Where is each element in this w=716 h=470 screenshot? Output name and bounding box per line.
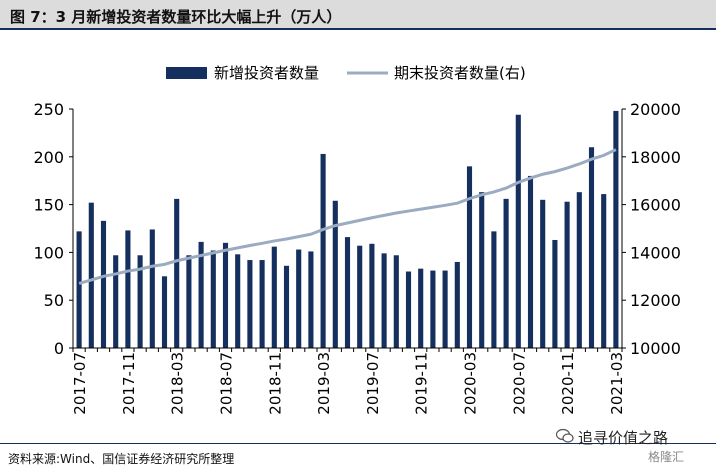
bar-2018-02 xyxy=(161,276,168,348)
right-tick-label: 16000 xyxy=(630,196,681,215)
bar-2019-09 xyxy=(393,255,399,348)
x-tick-label: 2018-11 xyxy=(266,352,284,415)
left-tick-label: 200 xyxy=(33,148,64,167)
bar-2019-06 xyxy=(357,245,363,348)
bar-2017-09 xyxy=(100,220,107,348)
x-tick-label: 2018-07 xyxy=(218,352,236,415)
right-tick-label: 10000 xyxy=(630,339,681,358)
figure-title: 图 7：3 月新增投资者数量环比大幅上升（万人） xyxy=(10,8,342,26)
right-axis-ticks: 10000 12000 14000 16000 18000 20000 xyxy=(622,100,681,358)
bar-2018-05 xyxy=(198,241,204,348)
bar-2020-12 xyxy=(576,192,582,348)
bar-2018-06 xyxy=(210,250,216,348)
source-note: 资料来源:Wind、国信证券经济研究所整理 xyxy=(8,452,235,466)
left-tick-label: 250 xyxy=(33,100,64,119)
bar-2018-08 xyxy=(235,254,241,348)
bar-2019-08 xyxy=(381,253,387,348)
chart-legend: 新增投资者数量 期末投资者数量(右) xyxy=(166,64,526,82)
left-tick-label: 150 xyxy=(33,196,64,215)
chart-axes xyxy=(72,109,623,349)
bar-series xyxy=(76,110,619,349)
left-axis-ticks: 0 50 100 150 200 250 xyxy=(33,100,73,358)
legend-bar-swatch xyxy=(166,67,207,79)
left-tick-label: 100 xyxy=(33,243,64,262)
x-tick-label: 2020-03 xyxy=(462,352,480,415)
bar-2020-11 xyxy=(564,201,570,348)
bar-2020-02 xyxy=(454,261,460,348)
wechat-icon xyxy=(556,428,574,443)
bar-2021-01 xyxy=(588,147,595,348)
x-tick-label: 2017-11 xyxy=(120,352,138,415)
right-tick-label: 12000 xyxy=(630,291,681,310)
line-series-path xyxy=(78,148,617,285)
bar-2018-07 xyxy=(222,242,229,348)
x-tick-label: 2019-11 xyxy=(413,352,431,415)
bar-2020-06 xyxy=(503,198,509,348)
bar-2017-10 xyxy=(113,255,119,348)
bar-2019-12 xyxy=(430,270,436,348)
bar-2021-03 xyxy=(613,110,619,348)
legend-line-label: 期末投资者数量(右) xyxy=(394,64,526,82)
watermark-text: 追寻价值之路 xyxy=(578,429,669,447)
x-tick-label: 2019-07 xyxy=(364,352,382,415)
bar-2019-03 xyxy=(320,153,326,348)
chart-svg: 新增投资者数量 期末投资者数量(右) 0 50 100 150 200 250 10000… xyxy=(33,64,681,415)
bar-2018-03 xyxy=(174,198,180,348)
bar-2018-10 xyxy=(259,260,265,348)
bar-2018-01 xyxy=(149,229,155,348)
bar-2020-08 xyxy=(527,175,534,348)
bar-2018-04 xyxy=(186,255,192,348)
x-tick-label: 2021-03 xyxy=(608,352,626,415)
x-tick-label: 2017-07 xyxy=(71,352,89,415)
bar-2018-11 xyxy=(271,246,277,348)
bar-2018-09 xyxy=(247,260,253,348)
right-tick-label: 20000 xyxy=(630,100,681,119)
bar-2019-07 xyxy=(369,243,375,348)
x-tick-label: 2020-07 xyxy=(510,352,528,415)
bar-2019-02 xyxy=(308,251,314,348)
bar-2021-02 xyxy=(601,194,607,348)
bar-2019-04 xyxy=(332,200,338,348)
bar-2020-05 xyxy=(491,231,497,348)
right-tick-label: 18000 xyxy=(630,148,681,167)
watermark-sub: 格隆汇 xyxy=(648,450,685,464)
bar-2019-10 xyxy=(405,271,412,348)
bar-2017-11 xyxy=(125,230,131,348)
bar-2020-04 xyxy=(479,192,485,348)
x-tick-label: 2019-03 xyxy=(315,352,333,415)
bar-2020-09 xyxy=(540,199,546,348)
bar-2019-05 xyxy=(344,237,351,348)
bar-2017-08 xyxy=(88,202,94,348)
x-tick-label: 2018-03 xyxy=(169,352,187,415)
bar-2017-07 xyxy=(76,231,82,348)
left-tick-label: 0 xyxy=(54,339,64,358)
bar-2020-10 xyxy=(552,239,558,348)
legend-bar-label: 新增投资者数量 xyxy=(214,64,319,82)
x-axis-ticks: 2017-07 2017-11 2018-03 2018-07 2018-11 2019-… xyxy=(71,348,626,415)
bar-2019-01 xyxy=(296,249,302,348)
bar-2019-11 xyxy=(418,268,424,348)
bar-2020-07 xyxy=(515,114,521,349)
x-tick-label: 2020-11 xyxy=(559,352,577,415)
right-tick-label: 14000 xyxy=(630,243,681,262)
bar-2020-03 xyxy=(466,166,473,348)
bar-2018-12 xyxy=(283,265,290,348)
figure-title-bar: 图 7：3 月新增投资者数量环比大幅上升（万人） xyxy=(0,0,716,30)
bar-2020-01 xyxy=(442,270,448,348)
left-tick-label: 50 xyxy=(44,291,64,310)
bar-2017-12 xyxy=(137,255,143,348)
chart-area: 新增投资者数量 期末投资者数量(右) 0 50 100 150 200 250 10000… xyxy=(0,30,716,440)
source-divider xyxy=(0,443,716,444)
